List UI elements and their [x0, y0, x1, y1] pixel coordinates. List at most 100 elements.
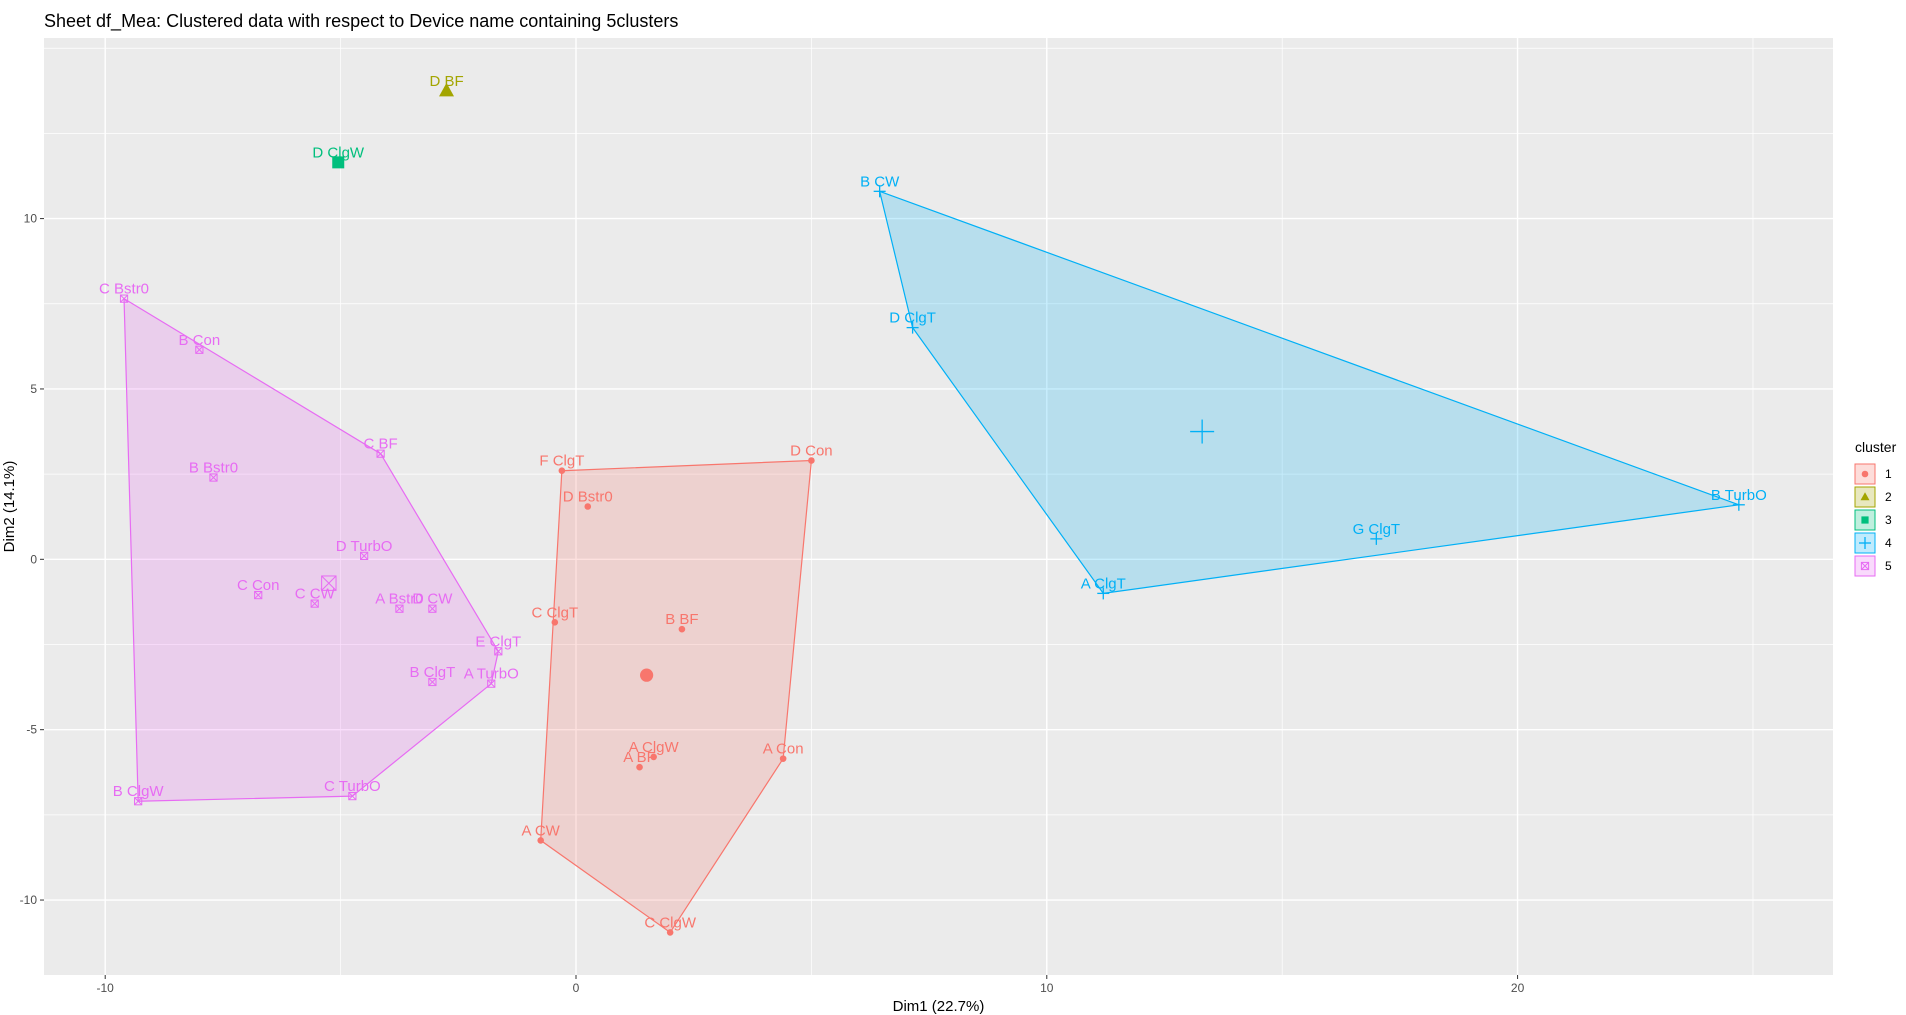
axis-ticks: -10 0 10 20 -10 -5 0 5 10 [20, 212, 1525, 995]
data-point-d2 [209, 473, 218, 482]
data-point [1097, 587, 1110, 600]
point-label: E ClgT [475, 633, 521, 650]
data-point [551, 619, 559, 626]
legend-label: 5 [1885, 559, 1892, 573]
data-point [209, 473, 218, 482]
y-axis-title: Dim2 (14.1%) [1, 461, 18, 553]
legend-marker-3 [1861, 516, 1869, 524]
point-label: A BF [623, 749, 656, 766]
data-point [332, 156, 345, 169]
data-point [1732, 498, 1745, 511]
data-point [310, 599, 319, 608]
data-points [119, 82, 1745, 936]
x-axis-title: Dim1 (22.7%) [893, 998, 985, 1015]
point-label: D ClgW [312, 144, 365, 161]
data-point [395, 604, 404, 613]
data-point [666, 929, 674, 936]
data-point [439, 82, 455, 97]
data-point [119, 294, 129, 303]
y-tick-label: -10 [20, 893, 38, 907]
cluster-centroid [321, 575, 337, 591]
data-point [360, 551, 369, 561]
point-label: B TurbO [1711, 487, 1767, 504]
point-label: B Bstr0 [189, 460, 238, 477]
data-point [636, 763, 643, 771]
chart-title: Sheet df_Mea: Clustered data with respec… [44, 11, 678, 32]
data-point [195, 345, 204, 354]
point-label: A Con [763, 741, 804, 758]
point-label: D Bstr0 [563, 489, 613, 506]
point-label: G ClgT [1353, 521, 1401, 538]
point-label: C CW [295, 586, 336, 603]
data-point [348, 792, 357, 801]
data-point [584, 503, 592, 510]
cluster-hull-1 [540, 459, 813, 934]
data-point-box [428, 677, 437, 687]
point-label: F ClgT [539, 453, 584, 470]
grid-lines [44, 38, 1833, 975]
legend-label: 3 [1885, 513, 1892, 527]
point-label: B ClgT [409, 664, 455, 681]
data-point-d2 [195, 345, 204, 354]
plot-panel [44, 38, 1833, 975]
data-point [906, 321, 919, 334]
legend-marker-5 [1860, 561, 1870, 571]
data-point [678, 625, 686, 633]
point-label: A TurbO [464, 666, 519, 683]
data-point [873, 185, 886, 198]
data-point-box [360, 551, 369, 561]
point-label: D TurbO [336, 538, 393, 555]
data-point [487, 679, 496, 688]
data-point-d2 [494, 647, 503, 656]
data-point-box [376, 449, 385, 458]
point-label: A ClgT [1081, 575, 1126, 592]
data-point [558, 467, 566, 475]
y-tick-label: 5 [30, 382, 37, 396]
x-tick-label: 20 [1511, 981, 1525, 995]
data-point-d2 [120, 294, 128, 303]
x-tick-label: -10 [97, 981, 115, 995]
data-point [134, 797, 143, 806]
data-point-box [119, 294, 129, 303]
legend-label: 1 [1885, 467, 1892, 481]
data-point [254, 590, 263, 600]
point-label: A ClgW [629, 739, 680, 756]
legend-title: cluster [1855, 439, 1897, 455]
data-point-d2 [360, 551, 369, 560]
legend-marker-5-box [1860, 561, 1870, 571]
data-point-d2 [376, 449, 385, 458]
data-point [428, 604, 437, 613]
point-label: C Con [237, 577, 280, 594]
data-point-box [494, 647, 503, 656]
data-point-d2 [428, 678, 437, 686]
data-point [428, 677, 437, 687]
point-label: C ClgW [644, 914, 697, 931]
cluster-centroid-d2 [321, 575, 337, 591]
point-label: C ClgT [531, 604, 578, 621]
data-point-box [428, 604, 437, 613]
data-point [494, 647, 503, 656]
data-point-box [209, 473, 218, 482]
point-label: B ClgW [113, 783, 165, 800]
cluster-hulls [123, 190, 1740, 934]
data-point-box [195, 345, 204, 354]
data-point [1370, 532, 1383, 545]
data-point-d2 [428, 604, 437, 613]
cluster-centroid [640, 668, 654, 682]
point-label: D ClgT [889, 310, 936, 327]
y-tick-label: -5 [26, 723, 37, 737]
x-tick-label: 0 [573, 981, 580, 995]
point-label: B BF [665, 611, 698, 628]
cluster-centroid-box [321, 575, 337, 591]
data-point [779, 755, 787, 762]
data-point-box [254, 590, 263, 600]
point-label: A CW [522, 822, 561, 839]
legend-label: 2 [1885, 490, 1892, 504]
point-label: C TurbO [324, 778, 381, 795]
y-tick-label: 10 [24, 212, 38, 226]
data-point-d2 [487, 679, 496, 688]
point-label: D Con [790, 443, 833, 460]
point-label: D BF [429, 73, 463, 90]
